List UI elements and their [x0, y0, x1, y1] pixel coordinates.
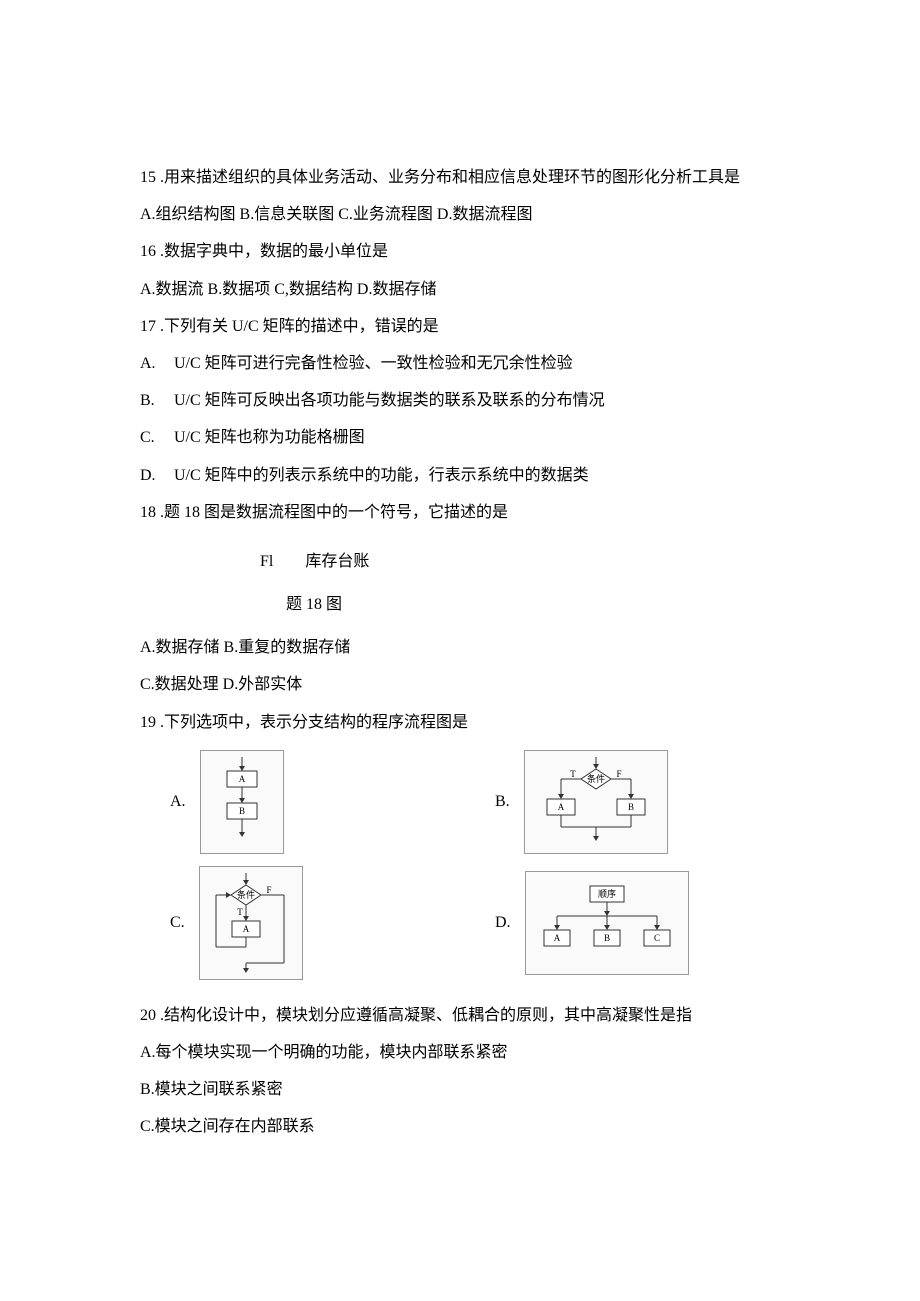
question-text: .用来描述组织的具体业务活动、业务分布和相应信息处理环节的图形化分析工具是 — [156, 169, 740, 186]
svg-text:A: A — [557, 802, 564, 812]
q17-option-b: B.U/C 矩阵可反映出各项功能与数据类的联系及联系的分布情况 — [140, 383, 780, 418]
svg-text:F: F — [616, 769, 621, 779]
question-18: 18 .题 18 图是数据流程图中的一个符号，它描述的是 — [140, 495, 780, 530]
q17-option-d: D.U/C 矩阵中的列表示系统中的功能，行表示系统中的数据类 — [140, 458, 780, 493]
question-text: .下列有关 U/C 矩阵的描述中，错误的是 — [156, 318, 439, 335]
svg-text:B: B — [628, 802, 634, 812]
q19-option-d: D. 顺序 A B C — [495, 866, 780, 980]
question-19: 19 .下列选项中，表示分支结构的程序流程图是 — [140, 705, 780, 740]
question-17: 17 .下列有关 U/C 矩阵的描述中，错误的是 — [140, 309, 780, 344]
question-text: .数据字典中，数据的最小单位是 — [156, 243, 388, 260]
svg-text:条件: 条件 — [587, 773, 605, 784]
q18-figure-label: Fl 库存台账 — [140, 544, 780, 579]
option-text: U/C 矩阵可反映出各项功能与数据类的联系及联系的分布情况 — [174, 392, 605, 409]
q19-option-a: A. A B — [170, 750, 455, 854]
question-20: 20 .结构化设计中，模块划分应遵循高凝聚、低耦合的原则，其中高凝聚性是指 — [140, 998, 780, 1033]
flowchart-c: 条件 F T A — [199, 866, 303, 980]
q15-options: A.组织结构图 B.信息关联图 C.业务流程图 D.数据流程图 — [140, 197, 780, 232]
option-letter: C. — [170, 905, 185, 940]
q19-option-b: B. 条件 T F A B — [495, 750, 780, 854]
option-letter: A. — [170, 784, 186, 819]
q20-option-b: B.模块之间联系紧密 — [140, 1072, 780, 1107]
question-text: .结构化设计中，模块划分应遵循高凝聚、低耦合的原则，其中高凝聚性是指 — [156, 1007, 692, 1024]
option-text: U/C 矩阵可进行完备性检验、一致性检验和无冗余性检验 — [174, 355, 573, 372]
question-16: 16 .数据字典中，数据的最小单位是 — [140, 234, 780, 269]
question-number: 18 — [140, 504, 156, 521]
q20-option-c: C.模块之间存在内部联系 — [140, 1109, 780, 1144]
svg-text:F: F — [266, 885, 271, 895]
option-text: U/C 矩阵中的列表示系统中的功能，行表示系统中的数据类 — [174, 467, 589, 484]
option-letter: B. — [495, 784, 510, 819]
question-number: 20 — [140, 1007, 156, 1024]
q20-option-a: A.每个模块实现一个明确的功能，模块内部联系紧密 — [140, 1035, 780, 1070]
question-15: 15 .用来描述组织的具体业务活动、业务分布和相应信息处理环节的图形化分析工具是 — [140, 160, 780, 195]
q17-option-c: C.U/C 矩阵也称为功能格栅图 — [140, 420, 780, 455]
svg-text:T: T — [237, 907, 243, 917]
q16-options: A.数据流 B.数据项 C,数据结构 D.数据存储 — [140, 272, 780, 307]
flowchart-a: A B — [200, 750, 284, 854]
option-letter: D. — [495, 905, 511, 940]
q18-options-line2: C.数据处理 D.外部实体 — [140, 667, 780, 702]
flowchart-b: 条件 T F A B — [524, 750, 668, 854]
svg-text:A: A — [553, 933, 560, 943]
svg-text:B: B — [604, 933, 610, 943]
flowchart-d: 顺序 A B C — [525, 871, 689, 975]
q18-figure-caption: 题 18 图 — [140, 587, 780, 622]
question-number: 16 — [140, 243, 156, 260]
question-number: 17 — [140, 318, 156, 335]
svg-text:C: C — [654, 933, 660, 943]
q19-option-c: C. 条件 F T A — [170, 866, 455, 980]
svg-text:A: A — [242, 924, 249, 934]
svg-text:条件: 条件 — [237, 889, 255, 900]
svg-text:A: A — [238, 774, 245, 784]
question-number: 15 — [140, 169, 156, 186]
q18-options-line1: A.数据存储 B.重复的数据存储 — [140, 630, 780, 665]
svg-text:T: T — [570, 769, 576, 779]
option-text: U/C 矩阵也称为功能格栅图 — [174, 429, 365, 446]
svg-text:B: B — [239, 806, 245, 816]
svg-text:顺序: 顺序 — [598, 888, 616, 899]
question-text: .题 18 图是数据流程图中的一个符号，它描述的是 — [156, 504, 508, 521]
q17-option-a: A.U/C 矩阵可进行完备性检验、一致性检验和无冗余性检验 — [140, 346, 780, 381]
question-number: 19 — [140, 714, 156, 731]
q19-flowchart-grid: A. A B B. 条件 T — [170, 750, 780, 980]
question-text: .下列选项中，表示分支结构的程序流程图是 — [156, 714, 468, 731]
